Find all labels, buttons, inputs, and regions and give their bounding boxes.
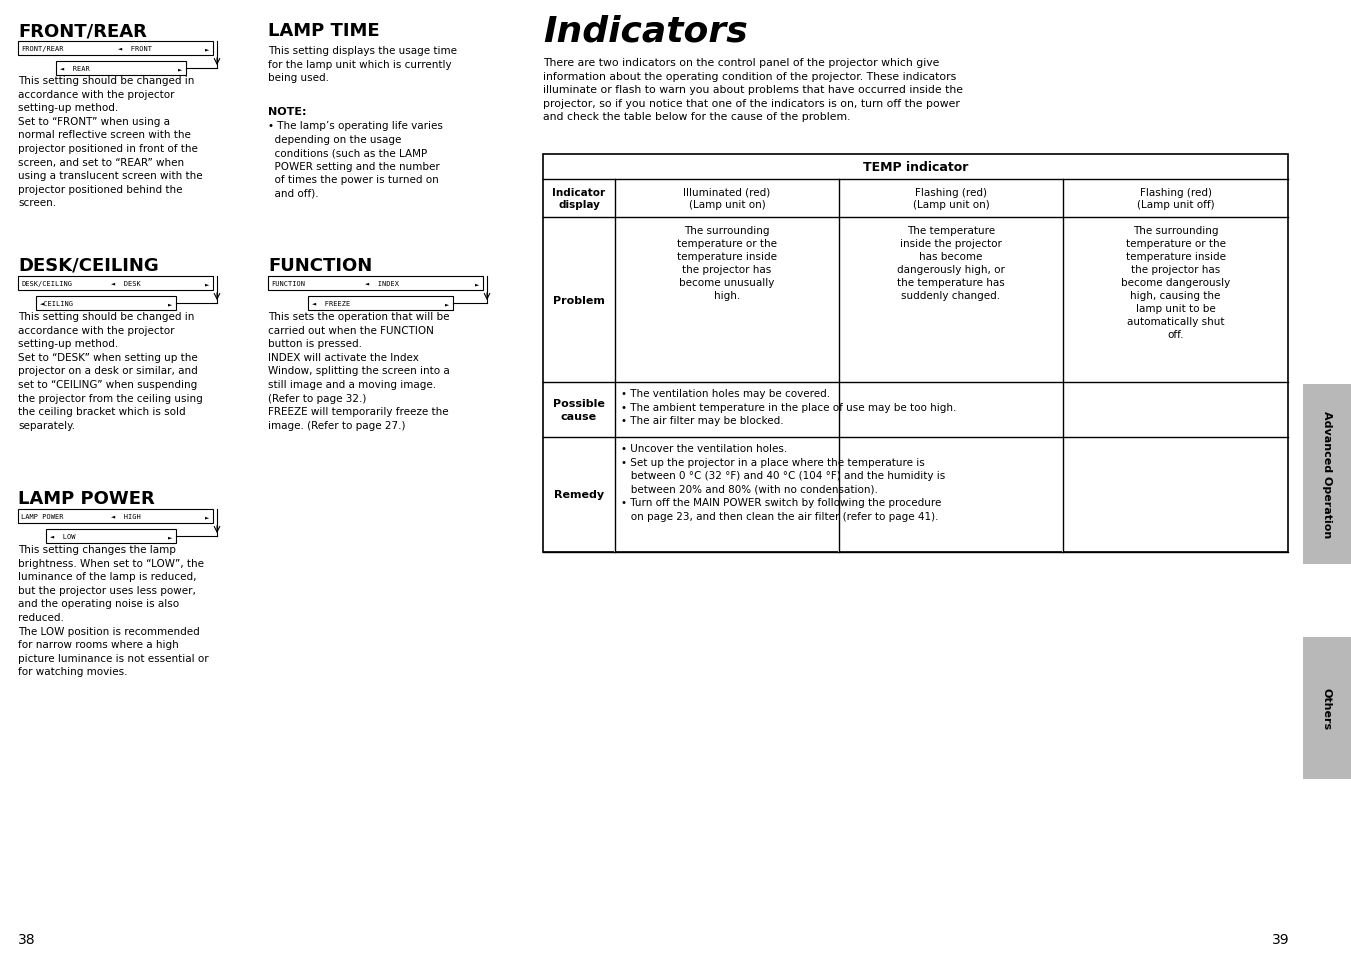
Text: • The ventilation holes may be covered.
• The ambient temperature in the place o: • The ventilation holes may be covered. …	[621, 389, 957, 426]
Bar	[55, 62, 186, 76]
Text: DESK/CEILING: DESK/CEILING	[22, 281, 72, 287]
Text: ►: ►	[205, 281, 209, 287]
Bar	[543, 154, 1288, 553]
Bar	[838, 382, 840, 437]
Text: 39: 39	[1273, 932, 1290, 946]
Bar	[267, 276, 484, 291]
Bar	[36, 296, 176, 311]
Text: LAMP POWER: LAMP POWER	[18, 490, 155, 507]
Text: LAMP POWER: LAMP POWER	[22, 514, 63, 519]
Bar	[1062, 382, 1063, 437]
Text: ◄  FRONT: ◄ FRONT	[118, 46, 153, 52]
Text: Remedy: Remedy	[554, 490, 604, 500]
Text: Indicator
display: Indicator display	[553, 188, 605, 210]
Text: ►: ►	[168, 301, 172, 307]
Text: Flashing (red)
(Lamp unit off): Flashing (red) (Lamp unit off)	[1136, 188, 1215, 210]
Bar	[18, 510, 213, 523]
Text: Others: Others	[1323, 687, 1332, 729]
Text: FUNCTION: FUNCTION	[267, 256, 373, 274]
Text: FUNCTION: FUNCTION	[272, 281, 305, 287]
Text: ►: ►	[178, 66, 182, 71]
Text: DESK/CEILING: DESK/CEILING	[18, 256, 159, 274]
Text: The temperature
inside the projector
has become
dangerously high, or
the tempera: The temperature inside the projector has…	[897, 226, 1005, 301]
Text: This setting displays the usage time
for the lamp unit which is currently
being : This setting displays the usage time for…	[267, 46, 457, 83]
Bar	[18, 42, 213, 56]
Text: 38: 38	[18, 932, 35, 946]
Bar	[838, 437, 840, 553]
Text: Possible
cause: Possible cause	[553, 399, 605, 421]
Text: ◄  INDEX: ◄ INDEX	[365, 281, 399, 287]
Bar	[18, 276, 213, 291]
Text: ►: ►	[476, 281, 480, 287]
Text: Advanced Operation: Advanced Operation	[1323, 411, 1332, 538]
Text: ►: ►	[205, 514, 209, 519]
Text: Indicators: Indicators	[543, 14, 747, 48]
Text: This sets the operation that will be
carried out when the FUNCTION
button is pre: This sets the operation that will be car…	[267, 312, 450, 431]
Text: TEMP indicator: TEMP indicator	[863, 161, 969, 173]
Bar	[615, 382, 616, 437]
Text: This setting should be changed in
accordance with the projector
setting-up metho: This setting should be changed in accord…	[18, 76, 203, 208]
Text: This setting changes the lamp
brightness. When set to “LOW”, the
luminance of th: This setting changes the lamp brightness…	[18, 544, 208, 677]
Text: ►: ►	[205, 46, 209, 52]
Text: ◄  DESK: ◄ DESK	[111, 281, 141, 287]
Text: Flashing (red)
(Lamp unit on): Flashing (red) (Lamp unit on)	[913, 188, 989, 210]
Text: The surrounding
temperature or the
temperature inside
the projector has
become d: The surrounding temperature or the tempe…	[1121, 226, 1231, 340]
Bar	[46, 530, 176, 543]
Text: ◄CEILING: ◄CEILING	[41, 301, 74, 307]
Bar	[308, 296, 453, 311]
Text: ◄  REAR: ◄ REAR	[59, 66, 89, 71]
Text: FRONT/REAR: FRONT/REAR	[22, 46, 63, 52]
Text: ◄  HIGH: ◄ HIGH	[111, 514, 141, 519]
Text: Illuminated (red)
(Lamp unit on): Illuminated (red) (Lamp unit on)	[684, 188, 770, 210]
Text: Problem: Problem	[553, 295, 605, 305]
Text: The surrounding
temperature or the
temperature inside
the projector has
become u: The surrounding temperature or the tempe…	[677, 226, 777, 301]
Text: This setting should be changed in
accordance with the projector
setting-up metho: This setting should be changed in accord…	[18, 312, 203, 431]
Text: FRONT/REAR: FRONT/REAR	[18, 22, 147, 40]
Text: ◄  FREEZE: ◄ FREEZE	[312, 301, 350, 307]
Text: ►: ►	[444, 301, 450, 307]
Text: ►: ►	[168, 534, 172, 539]
Text: LAMP TIME: LAMP TIME	[267, 22, 380, 40]
Bar	[1302, 638, 1351, 780]
Text: • Uncover the ventilation holes.
• Set up the projector in a place where the tem: • Uncover the ventilation holes. • Set u…	[621, 443, 946, 521]
Text: ◄  LOW: ◄ LOW	[50, 534, 76, 539]
Bar	[615, 437, 616, 553]
Bar	[1302, 385, 1351, 564]
Text: • The lamp’s operating life varies
  depending on the usage
  conditions (such a: • The lamp’s operating life varies depen…	[267, 121, 443, 199]
Text: There are two indicators on the control panel of the projector which give
inform: There are two indicators on the control …	[543, 58, 963, 122]
Text: NOTE:: NOTE:	[267, 107, 307, 117]
Bar	[1062, 437, 1063, 553]
